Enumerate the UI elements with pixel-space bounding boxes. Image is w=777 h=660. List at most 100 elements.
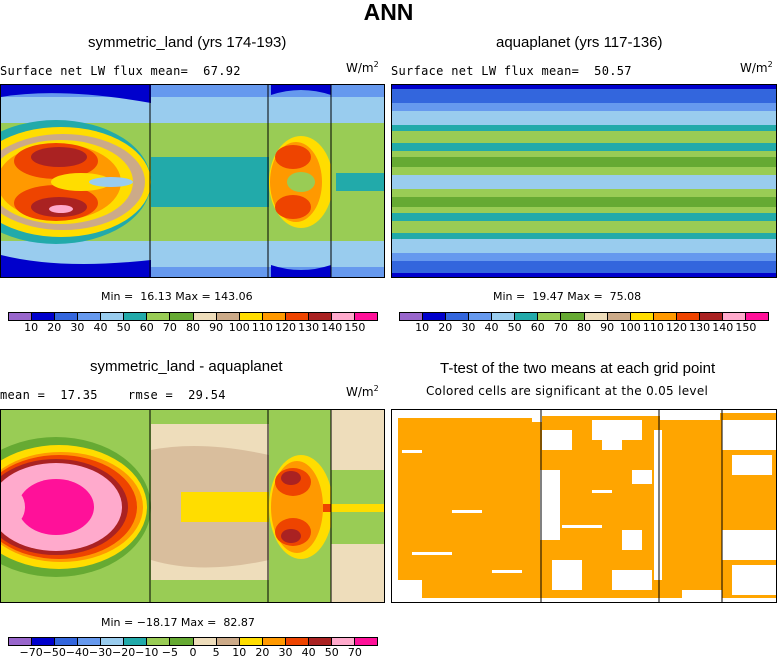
colorbar-aquaplanet-tick-label: 130	[689, 321, 711, 334]
colorbar-difference-swatch	[354, 638, 377, 645]
colorbar-difference-swatch	[262, 638, 286, 645]
colorbar-symmetric-land-swatch	[331, 313, 355, 320]
colorbar-symmetric-land-tick-label: 150	[344, 321, 366, 334]
colorbar-difference-tick-label: 70	[347, 646, 362, 659]
colorbar-aquaplanet-swatch	[745, 313, 768, 320]
colorbar-aquaplanet-swatch	[584, 313, 608, 320]
colorbar-symmetric-land-swatch	[193, 313, 217, 320]
colorbar-difference-swatch	[9, 638, 33, 645]
colorbar-difference-swatch	[239, 638, 263, 645]
colorbar-ticks-difference: −70 −50 −40 −30 −20 −10 −5 0 5 10 20 30 40 50 70	[8, 646, 378, 660]
colorbar-symmetric-land-swatch	[239, 313, 263, 320]
panel-stat-symmetric-land: Surface net LW flux mean= 67.92	[0, 64, 241, 78]
colorbar-aquaplanet-tick-label: 150	[735, 321, 757, 334]
colorbar-aquaplanet-tick-label: 120	[666, 321, 687, 334]
colorbar-difference-swatch	[101, 638, 125, 645]
colorbar-symmetric-land-tick-label: 60	[139, 321, 154, 334]
colorbar-aquaplanet-tick-label: 90	[600, 321, 615, 334]
colorbar-aquaplanet-tick-label: 140	[712, 321, 734, 334]
colorbar-symmetric-land-tick-label: 130	[298, 321, 320, 334]
panel-title-aquaplanet: aquaplanet (yrs 117-136)	[496, 34, 663, 51]
colorbar-aquaplanet-swatch	[492, 313, 516, 320]
colorbar-symmetric-land-swatch	[55, 313, 79, 320]
panel-title-ttest: T-test of the two means at each grid poi…	[440, 360, 716, 377]
colorbar-difference-swatch	[147, 638, 171, 645]
colorbar-symmetric-land-tick-label: 30	[70, 321, 85, 334]
colorbar-symmetric-land-swatch	[308, 313, 332, 320]
colorbar-difference-tick-label: 20	[255, 646, 270, 659]
colorbar-symmetric-land-swatch	[101, 313, 125, 320]
panel-stat-difference: mean = 17.35 rmse = 29.54	[0, 388, 226, 402]
map-difference-contours	[1, 410, 384, 602]
colorbar-symmetric-land-swatch	[170, 313, 194, 320]
colorbar-aquaplanet-swatch	[469, 313, 493, 320]
map-difference	[0, 409, 385, 603]
colorbar-symmetric-land-swatch	[9, 313, 33, 320]
colorbar-difference-tick-label: 40	[301, 646, 316, 659]
colorbar-symmetric-land-tick-label: 70	[162, 321, 177, 334]
colorbar-difference-tick-label: −10	[135, 646, 159, 659]
colorbar-difference-swatch	[308, 638, 332, 645]
map-symmetric-land	[0, 84, 385, 278]
colorbar-symmetric-land-tick-label: 40	[93, 321, 108, 334]
panel-title-symmetric-land: symmetric_land (yrs 174-193)	[88, 34, 287, 51]
colorbar-difference-swatch	[285, 638, 309, 645]
colorbar-ticks-aquaplanet: 10 20 30 40 50 60 70 80 90 100 110 120 130 140 150	[399, 321, 769, 335]
colorbar-difference-tick-label: 5	[212, 646, 220, 659]
colorbar-symmetric-land-tick-label: 110	[251, 321, 273, 334]
colorbar-symmetric-land-swatch	[285, 313, 309, 320]
colorbar-difference-swatch	[124, 638, 148, 645]
colorbar-difference-swatch	[193, 638, 217, 645]
colorbar-aquaplanet-swatch	[722, 313, 746, 320]
colorbar-difference-tick-label: 50	[324, 646, 339, 659]
colorbar-symmetric-land-swatch	[32, 313, 56, 320]
colorbar-symmetric-land-swatch	[262, 313, 286, 320]
minmax-symmetric-land: Min = 16.13 Max = 143.06	[101, 290, 253, 303]
colorbar-aquaplanet-swatch	[515, 313, 539, 320]
colorbar-difference-tick-label: −20	[112, 646, 136, 659]
colorbar-difference-tick-label: −30	[88, 646, 113, 659]
colorbar-difference-tick-label: −50	[42, 646, 66, 659]
colorbar-ticks-symmetric-land: 10 20 30 40 50 60 70 80 90 100 110 120 130 140 150	[8, 321, 378, 335]
colorbar-symmetric-land-tick-label: 120	[275, 321, 296, 334]
colorbar-difference-tick-label: −5	[161, 646, 178, 659]
colorbar-symmetric-land-tick-label: 90	[209, 321, 224, 334]
colorbar-aquaplanet-swatch	[446, 313, 470, 320]
colorbar-difference-swatch	[331, 638, 355, 645]
colorbar-symmetric-land-swatch	[354, 313, 377, 320]
colorbar-aquaplanet-swatch	[561, 313, 585, 320]
colorbar-difference-tick-label: −70	[19, 646, 43, 659]
colorbar-aquaplanet-tick-label: 60	[530, 321, 545, 334]
panel-stat-aquaplanet: Surface net LW flux mean= 50.57	[391, 64, 632, 78]
colorbar-aquaplanet-swatch	[653, 313, 677, 320]
colorbar-aquaplanet-tick-label: 40	[484, 321, 499, 334]
colorbar-symmetric-land-tick-label: 20	[47, 321, 62, 334]
map-aquaplanet-contours	[392, 85, 776, 277]
units-label-tr: W/m2	[740, 60, 773, 75]
colorbar-symmetric-land-tick-label: 80	[186, 321, 200, 334]
colorbar-difference-swatch	[32, 638, 56, 645]
colorbar-aquaplanet-swatch	[630, 313, 654, 320]
figure-title: ANN	[363, 0, 414, 25]
colorbar-aquaplanet-tick-label: 70	[553, 321, 568, 334]
colorbar-symmetric-land-tick-label: 10	[24, 321, 39, 334]
colorbar-difference-swatch	[78, 638, 102, 645]
colorbar-difference-swatch	[55, 638, 79, 645]
colorbar-difference-tick-label: 30	[278, 646, 293, 659]
panel-subtitle-ttest: Colored cells are significant at the 0.0…	[426, 384, 709, 398]
colorbar-aquaplanet	[399, 312, 769, 321]
colorbar-aquaplanet-tick-label: 20	[438, 321, 453, 334]
colorbar-symmetric-land-swatch	[78, 313, 102, 320]
colorbar-difference-tick-label: 0	[189, 646, 197, 659]
colorbar-aquaplanet-tick-label: 30	[461, 321, 476, 334]
map-symmetric-land-contours	[1, 85, 384, 277]
colorbar-aquaplanet-tick-label: 50	[507, 321, 522, 334]
colorbar-symmetric-land-swatch	[216, 313, 240, 320]
colorbar-aquaplanet-swatch	[423, 313, 447, 320]
colorbar-aquaplanet-swatch	[400, 313, 424, 320]
panel-title-difference: symmetric_land - aquaplanet	[90, 358, 283, 375]
colorbar-aquaplanet-tick-label: 80	[577, 321, 591, 334]
map-aquaplanet	[391, 84, 777, 278]
colorbar-difference-swatch	[216, 638, 240, 645]
colorbar-aquaplanet-swatch	[676, 313, 700, 320]
